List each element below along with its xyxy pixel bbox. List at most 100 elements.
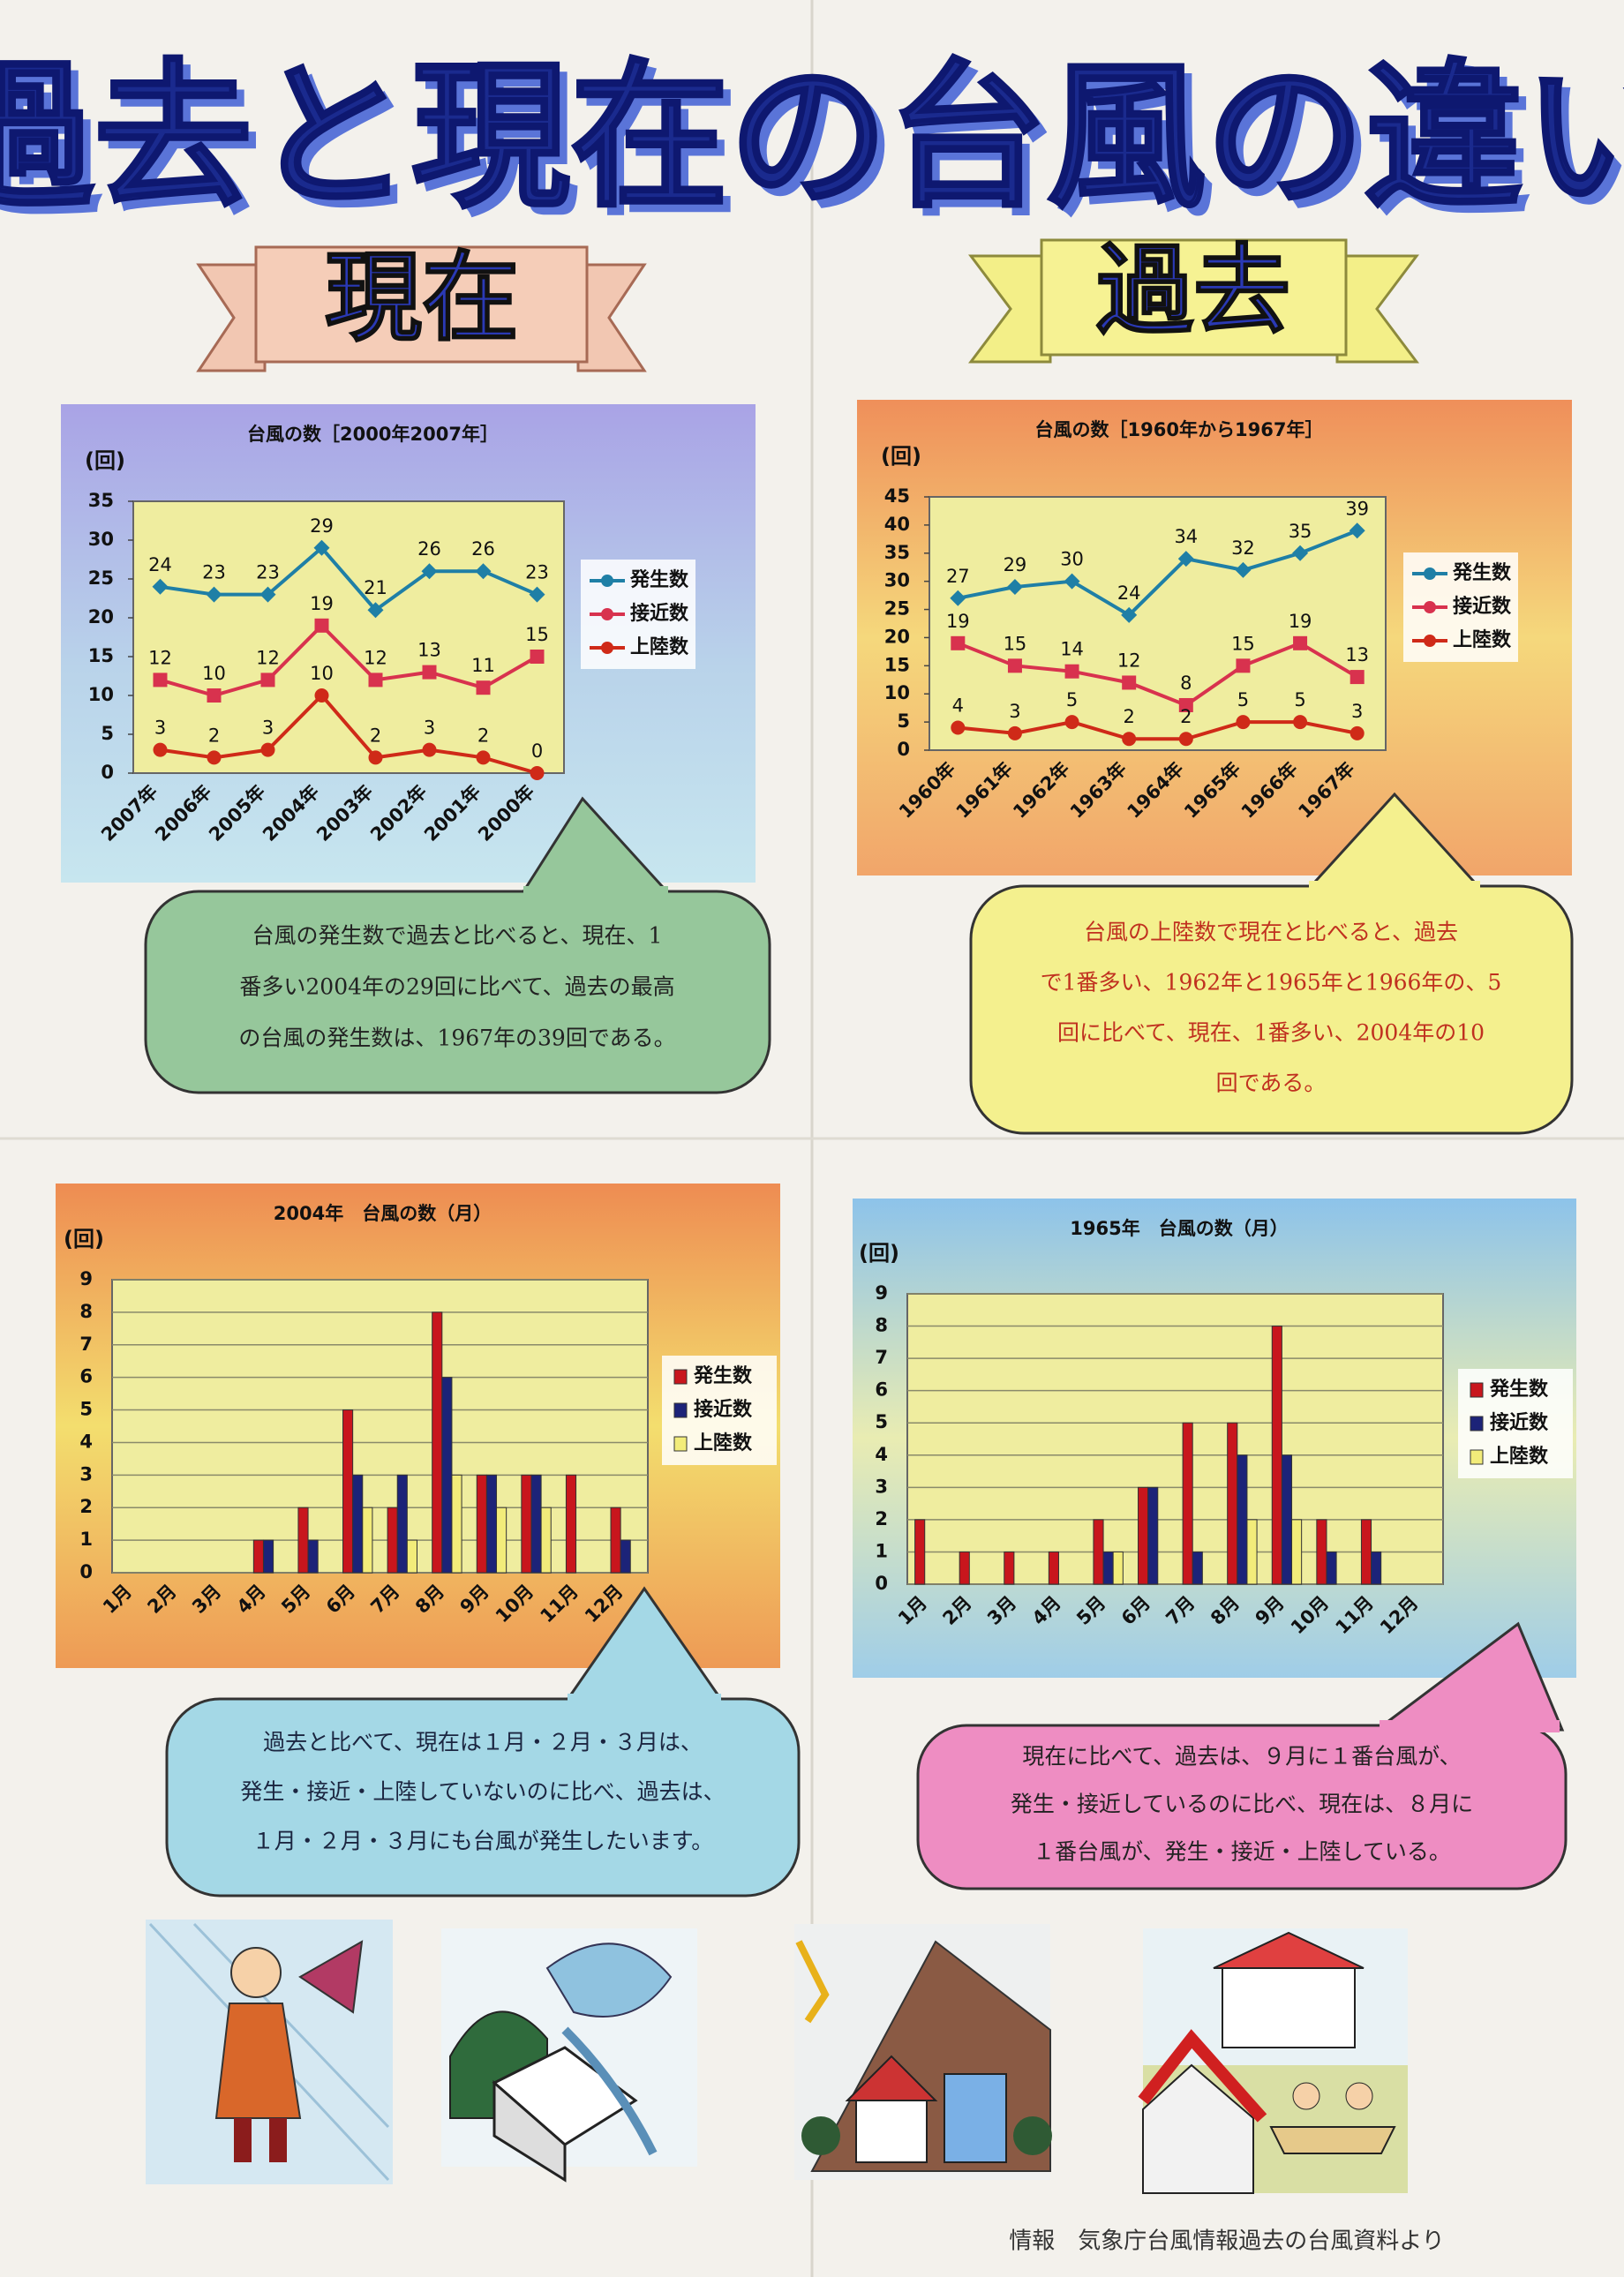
bar (521, 1474, 532, 1574)
bar (540, 1507, 552, 1574)
data-point (950, 590, 966, 606)
data-point (259, 586, 276, 603)
data-label: 3 (262, 718, 274, 739)
y-tick-label: 0 (79, 1561, 93, 1582)
plot-area (132, 500, 565, 774)
note-line: 発生・接近・上陸していないのに比べ、過去は、 (240, 1779, 725, 1805)
y-tick-label: 5 (79, 1399, 93, 1420)
data-label: 12 (148, 647, 172, 668)
data-point (1350, 670, 1365, 685)
speech-bubble: 過去と比べて、現在は１月・２月・３月は、 発生・接近・上陸していないのに比べ、過… (165, 1586, 801, 1898)
legend-label: 接近数 (1490, 1411, 1549, 1434)
speech-bubble: 台風の発生数で過去と比べると、現在、1 番多い2004年の29回に比べて、過去の… (144, 796, 771, 1094)
data-label: 24 (1117, 582, 1141, 604)
legend-label: 接近数 (694, 1398, 753, 1421)
bar (387, 1507, 398, 1574)
data-point (529, 586, 545, 603)
data-label: 2 (208, 725, 220, 746)
chart-title: 2004年 台風の数（月） (274, 1203, 492, 1224)
bar (476, 1474, 487, 1574)
data-point (153, 673, 168, 688)
y-tick-label: 30 (88, 529, 114, 550)
bar (307, 1539, 319, 1574)
y-tick-label: 15 (88, 645, 114, 666)
y-tick-label: 3 (79, 1463, 93, 1484)
bar (297, 1507, 309, 1574)
bar (485, 1474, 498, 1574)
bar (914, 1519, 926, 1585)
bar (451, 1474, 462, 1574)
data-point (153, 742, 168, 757)
legend-label: 上陸数 (1453, 628, 1512, 651)
y-tick-label: 2 (79, 1496, 93, 1517)
data-label: 12 (256, 647, 280, 668)
bar (620, 1539, 631, 1574)
data-point (368, 750, 383, 765)
data-point (1064, 664, 1079, 679)
series-line (160, 545, 538, 612)
legend-marker (1424, 567, 1436, 580)
illustration (794, 1924, 1052, 2180)
data-label: 10 (310, 663, 334, 684)
bar (362, 1507, 373, 1574)
note-line: 回である。 (1216, 1071, 1327, 1096)
data-label: 2 (1124, 706, 1135, 727)
data-label: 23 (256, 562, 280, 583)
bar (1147, 1486, 1159, 1585)
legend-marker (1470, 1416, 1484, 1432)
bar (1227, 1422, 1238, 1585)
bar (1271, 1326, 1282, 1585)
data-label: 23 (202, 562, 226, 583)
data-point (1236, 715, 1251, 730)
data-label: 19 (310, 593, 334, 614)
y-tick-label: 40 (884, 514, 910, 535)
data-point (1064, 715, 1079, 730)
y-tick-label: 1 (79, 1529, 93, 1550)
legend-label: 発生数 (693, 1364, 753, 1387)
bar (1112, 1551, 1124, 1585)
plot-area (906, 1293, 1444, 1585)
bar (432, 1311, 443, 1574)
legend-marker (601, 608, 613, 620)
data-point (1121, 606, 1138, 623)
legend-label: 発生数 (629, 568, 689, 591)
note-line: 台風の発生数で過去と比べると、現在、1 (252, 923, 663, 949)
data-point (1007, 725, 1022, 740)
bar (352, 1474, 364, 1574)
data-point (1293, 635, 1308, 650)
note-line: 発生・接近しているのに比べ、現在は、８月に (1011, 1792, 1473, 1817)
legend-label: 接近数 (1453, 595, 1512, 618)
y-tick-label: 4 (875, 1444, 888, 1465)
note-line: で1番多い、1962年と1965年と1966年の、5 (1041, 970, 1502, 996)
bar (1291, 1519, 1303, 1585)
series-line (160, 693, 538, 775)
banner-label: 過去 (1096, 234, 1290, 347)
y-tick-label: 35 (88, 490, 114, 511)
y-tick-label: 7 (79, 1334, 93, 1355)
legend-label: 発生数 (1452, 561, 1512, 584)
plot-area (111, 1279, 649, 1574)
data-point (1349, 522, 1365, 539)
data-label: 14 (1060, 639, 1084, 660)
y-tick-label: 25 (884, 598, 910, 620)
data-label: 11 (471, 655, 495, 676)
data-point (421, 563, 438, 580)
y-tick-label: 8 (79, 1301, 93, 1322)
data-label: 4 (952, 695, 964, 716)
data-label: 3 (1009, 701, 1020, 722)
bar (1004, 1551, 1015, 1585)
legend-marker (1424, 635, 1436, 647)
data-label: 2 (477, 725, 489, 746)
data-point (530, 766, 545, 780)
data-label: 32 (1231, 537, 1255, 559)
bar (396, 1474, 408, 1574)
series-line (958, 720, 1358, 741)
data-point (422, 665, 437, 680)
data-label: 12 (364, 647, 387, 668)
y-tick-label: 0 (875, 1573, 888, 1594)
y-tick-label: 20 (88, 606, 114, 627)
data-label: 26 (471, 538, 495, 560)
data-label: 3 (1351, 701, 1363, 722)
data-label: 21 (364, 577, 387, 598)
data-label: 26 (417, 538, 441, 560)
